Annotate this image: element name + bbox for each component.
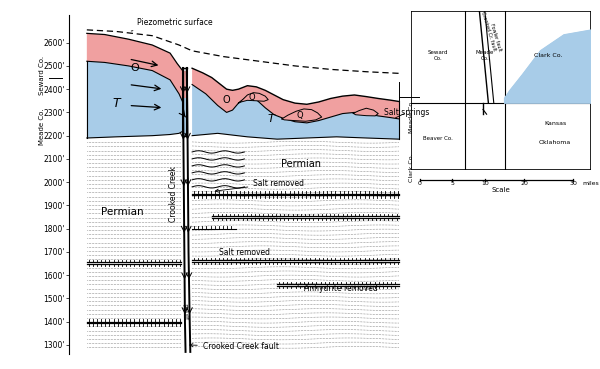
- Polygon shape: [282, 109, 322, 121]
- Text: Seward Co.: Seward Co.: [40, 56, 46, 96]
- Text: T: T: [113, 97, 121, 110]
- Text: Kansas: Kansas: [544, 121, 566, 126]
- Polygon shape: [183, 101, 187, 136]
- Text: Permian: Permian: [101, 207, 144, 217]
- Text: Salt removed: Salt removed: [219, 248, 270, 258]
- Text: O: O: [130, 63, 139, 73]
- Text: T: T: [268, 114, 275, 124]
- Text: Crooked Creek: Crooked Creek: [169, 166, 178, 222]
- Text: 30: 30: [569, 181, 577, 186]
- Text: 5: 5: [451, 181, 454, 186]
- Text: O: O: [223, 94, 230, 105]
- Text: 20: 20: [520, 181, 529, 186]
- Text: Salt springs: Salt springs: [384, 108, 430, 118]
- Text: Q: Q: [249, 93, 256, 102]
- Text: Clark Co.: Clark Co.: [533, 53, 562, 58]
- Polygon shape: [353, 108, 378, 116]
- Text: 10: 10: [481, 181, 488, 186]
- Polygon shape: [505, 30, 591, 103]
- Polygon shape: [192, 85, 399, 139]
- Text: Fault: Fault: [181, 304, 188, 321]
- Text: 0: 0: [418, 181, 422, 186]
- Text: Beaver Co.: Beaver Co.: [423, 135, 453, 141]
- Polygon shape: [87, 33, 183, 103]
- Text: Meade
Co.: Meade Co.: [476, 50, 494, 61]
- Text: Anhydrite removed: Anhydrite removed: [298, 284, 377, 293]
- Polygon shape: [192, 68, 399, 123]
- Text: Crooked Creek fault: Crooked Creek fault: [190, 342, 279, 351]
- Polygon shape: [183, 96, 187, 136]
- Text: Scale: Scale: [491, 187, 511, 193]
- Text: Crooked Cr. fault: Crooked Cr. fault: [480, 11, 497, 52]
- Polygon shape: [183, 70, 187, 99]
- Text: Salt removed: Salt removed: [215, 179, 304, 192]
- Text: Fowler fault: Fowler fault: [489, 23, 502, 52]
- Text: Oklahoma: Oklahoma: [539, 140, 571, 145]
- Text: Permian: Permian: [281, 159, 321, 169]
- Text: Meade Co.: Meade Co.: [40, 108, 46, 145]
- Polygon shape: [238, 93, 268, 103]
- Text: Meade Co.: Meade Co.: [409, 100, 415, 133]
- Text: miles: miles: [582, 181, 599, 186]
- Text: Seward
Co.: Seward Co.: [428, 50, 448, 61]
- Text: Clark Co.: Clark Co.: [409, 153, 415, 182]
- Text: Q: Q: [296, 111, 303, 120]
- Polygon shape: [87, 61, 183, 138]
- Text: Piezometric surface: Piezometric surface: [131, 18, 213, 31]
- Polygon shape: [183, 99, 187, 136]
